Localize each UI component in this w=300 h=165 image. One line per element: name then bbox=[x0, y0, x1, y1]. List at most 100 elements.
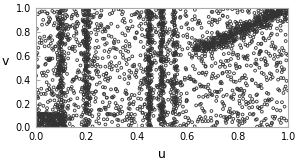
Point bbox=[174, 52, 179, 55]
Point bbox=[246, 29, 250, 32]
Point bbox=[276, 61, 281, 64]
Point bbox=[122, 78, 127, 80]
Point bbox=[250, 23, 254, 26]
Point bbox=[92, 60, 96, 63]
Point bbox=[239, 89, 244, 92]
Point bbox=[141, 18, 146, 21]
Point bbox=[145, 106, 150, 109]
Point bbox=[207, 44, 212, 47]
Point bbox=[42, 35, 47, 38]
Point bbox=[160, 110, 165, 113]
Point bbox=[255, 106, 260, 108]
Point bbox=[277, 89, 282, 92]
Point bbox=[242, 30, 246, 33]
Point bbox=[69, 86, 74, 88]
Point bbox=[233, 28, 238, 31]
Point bbox=[146, 124, 151, 127]
Point bbox=[235, 111, 239, 114]
Point bbox=[69, 15, 74, 18]
Point bbox=[201, 45, 206, 47]
Point bbox=[162, 85, 167, 88]
Point bbox=[84, 36, 89, 39]
Point bbox=[203, 86, 208, 88]
Point bbox=[64, 36, 69, 38]
Point bbox=[85, 45, 90, 48]
Point bbox=[59, 119, 64, 121]
Point bbox=[68, 87, 73, 90]
Point bbox=[160, 89, 165, 92]
Point bbox=[237, 102, 242, 105]
Point bbox=[148, 100, 153, 103]
Point bbox=[57, 43, 62, 45]
Point bbox=[74, 38, 79, 41]
Point bbox=[171, 54, 176, 56]
Point bbox=[60, 109, 65, 112]
Point bbox=[50, 116, 55, 118]
Point bbox=[151, 92, 155, 95]
Point bbox=[256, 12, 261, 15]
Point bbox=[57, 72, 62, 74]
Point bbox=[58, 59, 63, 62]
Point bbox=[172, 61, 176, 63]
Point bbox=[41, 118, 46, 120]
Point bbox=[148, 23, 153, 26]
Point bbox=[233, 29, 238, 32]
Point bbox=[134, 32, 139, 34]
Point bbox=[171, 33, 176, 36]
Point bbox=[49, 117, 54, 120]
Point bbox=[160, 34, 164, 36]
Point bbox=[83, 29, 88, 32]
Point bbox=[127, 58, 131, 60]
Point bbox=[242, 22, 247, 24]
Point bbox=[213, 36, 218, 39]
Point bbox=[138, 54, 143, 57]
Point bbox=[282, 7, 287, 9]
Point bbox=[39, 119, 44, 122]
Point bbox=[160, 98, 165, 100]
Point bbox=[276, 12, 281, 14]
Point bbox=[195, 45, 200, 48]
Point bbox=[155, 97, 160, 100]
Point bbox=[114, 48, 119, 50]
Point bbox=[133, 37, 138, 40]
Point bbox=[122, 21, 127, 24]
Point bbox=[145, 43, 150, 45]
Point bbox=[48, 18, 52, 20]
Point bbox=[210, 41, 215, 44]
Point bbox=[236, 115, 240, 118]
Point bbox=[253, 16, 258, 19]
Point bbox=[252, 30, 257, 33]
Point bbox=[164, 31, 169, 33]
Point bbox=[277, 118, 282, 121]
Point bbox=[256, 17, 261, 20]
Point bbox=[160, 75, 165, 78]
Point bbox=[233, 29, 238, 31]
Point bbox=[57, 45, 62, 48]
Point bbox=[86, 8, 91, 11]
Point bbox=[147, 26, 152, 28]
Point bbox=[56, 87, 61, 89]
Point bbox=[160, 41, 165, 44]
Point bbox=[208, 41, 213, 44]
Point bbox=[81, 20, 86, 23]
Point bbox=[222, 42, 227, 45]
Point bbox=[59, 117, 64, 120]
Point bbox=[149, 40, 154, 43]
Point bbox=[42, 121, 47, 124]
Point bbox=[191, 79, 196, 81]
Point bbox=[233, 65, 238, 67]
Point bbox=[200, 50, 204, 52]
Point bbox=[86, 35, 91, 37]
Point bbox=[252, 33, 257, 36]
Point bbox=[148, 124, 153, 127]
Point bbox=[56, 68, 61, 70]
Point bbox=[262, 17, 266, 19]
Point bbox=[83, 107, 88, 110]
Point bbox=[198, 47, 203, 50]
Point bbox=[46, 59, 51, 62]
Point bbox=[268, 14, 273, 17]
Point bbox=[40, 121, 44, 124]
Point bbox=[86, 86, 91, 89]
Point bbox=[160, 71, 165, 73]
Point bbox=[183, 67, 188, 69]
